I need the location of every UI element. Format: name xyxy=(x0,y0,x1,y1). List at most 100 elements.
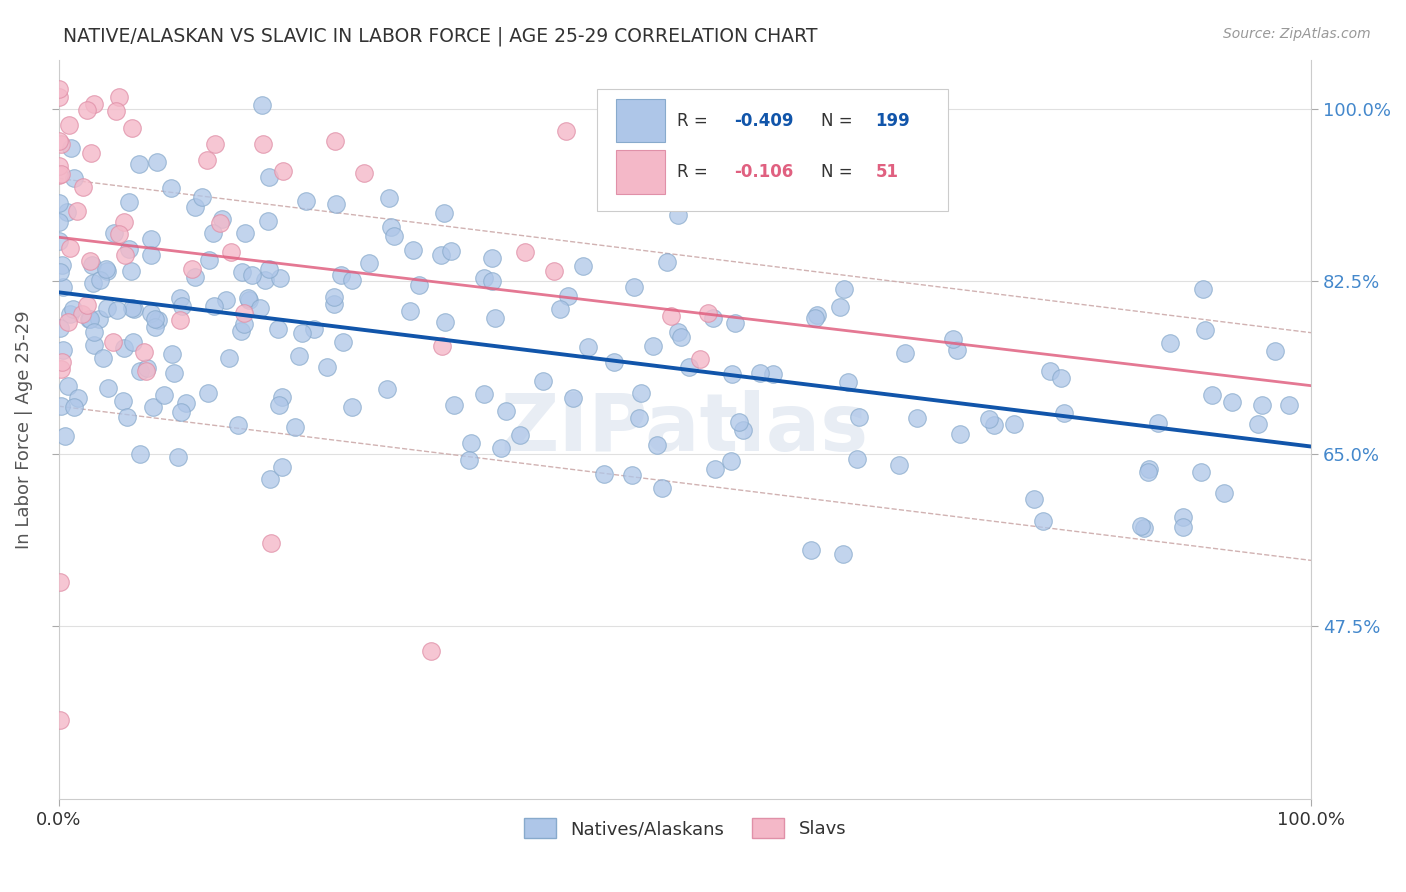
Point xyxy=(122,301,145,316)
Point xyxy=(721,367,744,381)
Point xyxy=(762,367,785,381)
Point xyxy=(983,418,1005,433)
Point xyxy=(49,399,72,413)
Point xyxy=(378,191,401,205)
Point xyxy=(353,166,375,180)
Point xyxy=(315,359,337,374)
Point xyxy=(562,391,585,405)
Point xyxy=(135,364,157,378)
Point xyxy=(1278,398,1301,412)
Point xyxy=(48,196,70,211)
Point xyxy=(170,298,193,312)
Point xyxy=(322,297,344,311)
Point xyxy=(118,194,141,209)
Point xyxy=(169,313,191,327)
Text: Source: ZipAtlas.com: Source: ZipAtlas.com xyxy=(1223,27,1371,41)
Point xyxy=(458,453,481,467)
Point xyxy=(236,291,259,305)
Point xyxy=(1133,521,1156,535)
Point xyxy=(340,400,363,414)
Point xyxy=(749,367,772,381)
Point xyxy=(198,253,221,268)
Point xyxy=(121,121,143,136)
Point xyxy=(1220,394,1243,409)
Point xyxy=(257,262,280,277)
Text: 199: 199 xyxy=(876,112,910,129)
Point xyxy=(72,307,94,321)
Point xyxy=(82,258,104,272)
Text: N =: N = xyxy=(821,163,858,181)
Point xyxy=(628,410,651,425)
Point xyxy=(128,364,150,378)
Point xyxy=(197,386,219,401)
Point xyxy=(543,263,565,277)
Point xyxy=(56,204,79,219)
Point xyxy=(65,204,87,219)
Point xyxy=(1136,465,1159,479)
Point xyxy=(122,335,145,350)
Point xyxy=(107,227,129,242)
Point xyxy=(430,339,453,353)
Point xyxy=(141,306,163,320)
Point xyxy=(105,302,128,317)
Point xyxy=(146,154,169,169)
Point xyxy=(101,334,124,349)
Point xyxy=(1002,417,1025,431)
Point xyxy=(946,343,969,357)
Point xyxy=(284,420,307,434)
Point xyxy=(554,124,576,138)
Point xyxy=(226,418,249,433)
Point xyxy=(215,293,238,307)
Point xyxy=(48,169,70,183)
Point xyxy=(484,311,506,326)
Point xyxy=(557,289,579,303)
Text: R =: R = xyxy=(678,163,713,181)
Point xyxy=(1194,322,1216,336)
Text: R =: R = xyxy=(678,112,713,129)
Point xyxy=(58,315,80,329)
Point xyxy=(232,306,254,320)
Point xyxy=(1039,363,1062,377)
Point xyxy=(472,387,495,401)
Point xyxy=(233,227,256,241)
Point xyxy=(440,244,463,259)
Point xyxy=(291,326,314,341)
Point xyxy=(112,341,135,355)
Point xyxy=(48,234,70,248)
Point xyxy=(419,644,441,658)
Point xyxy=(96,264,118,278)
Point xyxy=(515,245,537,260)
Point xyxy=(76,103,98,117)
Point xyxy=(231,265,253,279)
Point xyxy=(375,382,398,396)
Point xyxy=(231,325,253,339)
Point xyxy=(257,213,280,227)
Point xyxy=(162,366,184,380)
Point xyxy=(72,179,94,194)
Point xyxy=(112,215,135,229)
Point xyxy=(806,309,828,323)
Point xyxy=(104,103,127,118)
Point xyxy=(845,452,868,467)
Point xyxy=(77,312,100,326)
Point xyxy=(49,167,72,181)
Point xyxy=(114,248,136,262)
Point xyxy=(731,423,754,437)
Point xyxy=(894,346,917,360)
Point xyxy=(1251,398,1274,412)
Point xyxy=(728,415,751,429)
Point xyxy=(49,136,72,151)
Point xyxy=(887,458,910,472)
Point xyxy=(62,302,84,317)
Point xyxy=(623,280,645,294)
Point xyxy=(837,375,859,389)
Point xyxy=(128,156,150,170)
Point xyxy=(1137,462,1160,476)
Point xyxy=(120,263,142,277)
Point xyxy=(143,311,166,326)
Point xyxy=(1189,465,1212,479)
Point xyxy=(259,472,281,486)
Point xyxy=(190,190,212,204)
Point xyxy=(1032,514,1054,528)
Point xyxy=(481,274,503,288)
